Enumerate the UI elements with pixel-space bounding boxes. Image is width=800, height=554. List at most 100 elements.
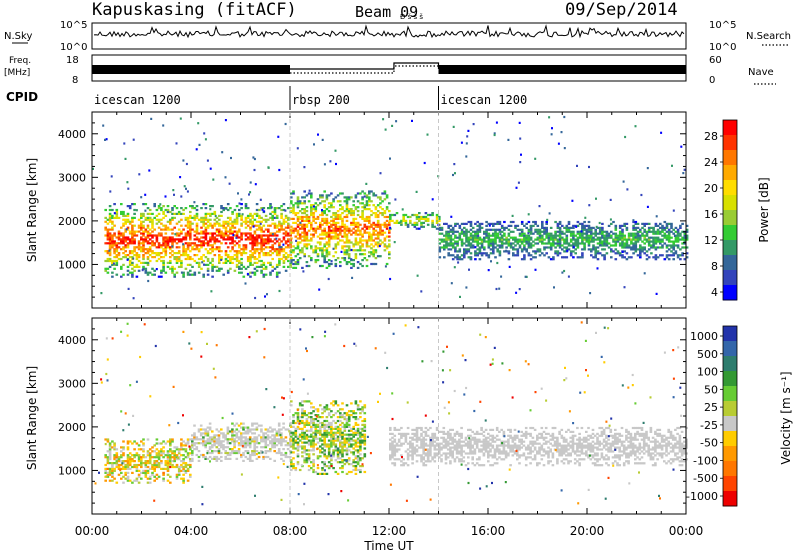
power-echo-cell	[209, 240, 212, 243]
power-echo-cell	[507, 224, 511, 227]
power-echo-cell	[310, 221, 313, 224]
power-echo-cell	[383, 225, 387, 228]
power-echo-cell	[554, 252, 557, 255]
velocity-echo-cell	[345, 451, 349, 454]
power-echo-cell	[561, 236, 564, 239]
power-echo-cell	[323, 200, 326, 203]
power-echo-cell	[142, 224, 145, 227]
power-echo-cell	[164, 244, 168, 247]
power-echo-cell	[492, 242, 495, 245]
velocity-echo-cell	[244, 442, 248, 445]
power-echo-cell	[171, 244, 174, 247]
power-echo-cell	[370, 243, 373, 246]
power-echo-cell	[368, 204, 371, 207]
power-echo-cell	[456, 258, 459, 261]
power-echo-cell	[654, 230, 658, 233]
power-echo-cell	[284, 257, 288, 261]
power-echo-cell	[120, 242, 123, 245]
power-sparse-cell	[126, 181, 129, 184]
power-echo-cell	[314, 247, 318, 250]
power-echo-cell	[370, 253, 373, 256]
power-echo-cell	[347, 241, 351, 244]
velocity-echo-cell	[215, 455, 219, 459]
power-echo-cell	[556, 242, 560, 245]
power-sparse-cell	[240, 198, 243, 201]
velocity-echo-cell	[264, 444, 268, 447]
power-echo-cell	[549, 242, 553, 245]
power-echo-cell	[525, 248, 528, 251]
power-echo-cell	[634, 226, 638, 229]
power-echo-cell	[592, 236, 595, 239]
power-echo-cell	[374, 233, 378, 236]
power-echo-cell	[395, 219, 399, 222]
power-echo-cell	[164, 248, 168, 251]
power-echo-cell	[683, 240, 687, 243]
power-echo-cell	[292, 208, 295, 211]
velocity-echo-cell	[120, 471, 123, 474]
velocity-echo-cell	[137, 456, 141, 459]
power-echo-cell	[226, 203, 230, 206]
power-echo-cell	[561, 256, 564, 259]
power-echo-cell	[363, 223, 367, 226]
power-echo-cell	[374, 212, 378, 215]
velocity-echo-cell	[296, 418, 300, 421]
power-echo-cell	[345, 239, 349, 242]
power-sparse-cell	[576, 164, 578, 167]
power-echo-cell	[298, 215, 302, 219]
velocity-echo-cell	[177, 469, 181, 472]
velocity-echo-cell	[296, 427, 300, 430]
power-echo-cell	[650, 230, 653, 233]
power-echo-cell	[115, 254, 119, 257]
velocity-echo-cell	[330, 463, 333, 466]
power-echo-cell	[667, 238, 671, 241]
power-sparse-cell	[180, 195, 183, 198]
power-echo-cell	[249, 242, 252, 245]
power-echo-cell	[636, 230, 640, 233]
power-cbar-tick-label: 12	[704, 234, 718, 247]
power-echo-cell	[124, 254, 127, 257]
power-sparse-cell	[457, 261, 460, 264]
power-echo-cell	[663, 242, 667, 245]
power-echo-cell	[330, 231, 333, 234]
velocity-echo-cell	[195, 453, 199, 457]
velocity-echo-cell	[140, 462, 143, 465]
velocity-echo-cell	[334, 439, 338, 442]
power-echo-cell	[264, 238, 268, 241]
power-echo-cell	[213, 254, 217, 257]
power-echo-cell	[352, 221, 355, 224]
power-echo-cell	[312, 251, 315, 254]
power-echo-cell	[356, 200, 360, 203]
power-echo-cell	[415, 217, 419, 220]
power-echo-cell	[498, 244, 502, 247]
power-echo-cell	[323, 219, 326, 222]
power-echo-cell	[527, 246, 531, 249]
power-echo-cell	[325, 233, 329, 236]
noise-marker: Đ š š š	[400, 13, 423, 21]
power-echo-cell	[202, 216, 205, 219]
power-echo-cell	[356, 206, 360, 209]
power-echo-cell	[290, 210, 293, 213]
power-echo-cell	[280, 214, 283, 217]
power-sparse-cell	[299, 221, 302, 224]
power-echo-cell	[661, 224, 664, 227]
power-echo-cell	[258, 252, 261, 255]
power-echo-cell	[314, 231, 318, 234]
power-echo-cell	[545, 228, 548, 231]
power-echo-cell	[325, 241, 329, 244]
power-echo-cell	[204, 216, 208, 219]
power-echo-cell	[534, 250, 537, 253]
power-echo-cell	[267, 230, 270, 233]
velocity-echo-cell	[233, 444, 236, 447]
power-echo-cell	[547, 236, 551, 239]
power-echo-cell	[128, 238, 132, 241]
power-echo-cell	[246, 220, 250, 223]
power-echo-cell	[224, 234, 228, 237]
power-echo-cell	[226, 220, 230, 223]
power-echo-cell	[267, 252, 270, 255]
power-echo-cell	[310, 210, 313, 213]
power-echo-cell	[572, 242, 575, 245]
power-echo-cell	[363, 217, 367, 220]
power-echo-cell	[376, 233, 380, 236]
power-sparse-cell	[125, 228, 128, 231]
